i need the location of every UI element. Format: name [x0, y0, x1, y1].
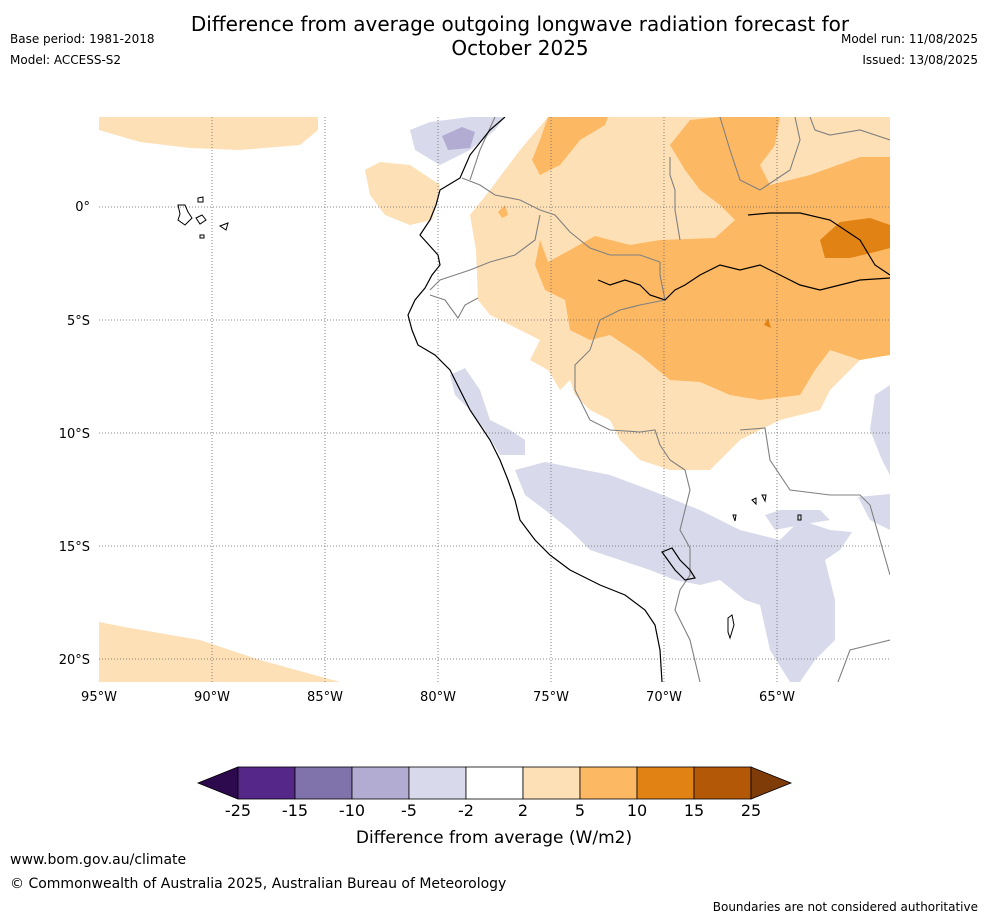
map-title: Difference from average outgoing longwav… — [0, 12, 988, 60]
anomaly-region-2-5-southwest — [99, 622, 340, 682]
axis-labels: 0° 5°S 10°S 15°S 20°S 95°W 90°W 85°W 80°… — [59, 200, 795, 705]
metadata-right: Model run: 11/08/2025 Issued: 13/08/2025 — [841, 32, 978, 74]
lon-label-75w: 75°W — [533, 690, 569, 705]
border-ecuador-peru — [429, 214, 541, 291]
colorbar-tick-neg5: -5 — [401, 801, 417, 820]
lat-label-20s: 20°S — [59, 653, 90, 668]
colorbar-segment-neg10-neg5 — [351, 766, 410, 800]
colorbar-tick-neg25: -25 — [225, 801, 251, 820]
metadata-left: Base period: 1981-2018 Model: ACCESS-S2 — [10, 32, 155, 74]
anomaly-region-neg2-neg5-coast — [450, 368, 525, 455]
anomaly-region-neg2-neg5-band — [515, 462, 852, 682]
colorbar-ticks: -25 -15 -10 -5 -2 2 5 10 15 25 Differenc… — [225, 801, 761, 848]
lat-label-15s: 15°S — [59, 540, 90, 555]
footer-copyright: © Commonwealth of Australia 2025, Austra… — [10, 876, 507, 892]
colorbar-extend-max — [750, 766, 793, 800]
lon-label-80w: 80°W — [420, 690, 456, 705]
title-line-1: Difference from average outgoing longwav… — [190, 12, 850, 36]
border-peru-north — [429, 294, 479, 320]
border-colombia-venezuela — [469, 117, 496, 181]
graticule — [99, 117, 890, 682]
border-brazil-peru-north — [669, 157, 681, 241]
anomaly-region-2-5-coastal — [365, 162, 440, 225]
lat-label-5s: 5°S — [67, 314, 90, 329]
lon-label-65w: 65°W — [759, 690, 795, 705]
boundaries — [177, 117, 890, 682]
issued-label: Issued: 13/08/2025 — [862, 53, 978, 67]
colorbar-tick-2: 2 — [518, 801, 528, 820]
colorbar-tick-10: 10 — [627, 801, 647, 820]
river-negro — [747, 212, 890, 276]
coastline-pacific — [407, 117, 663, 682]
colorbar-segment-neg25-neg15 — [237, 766, 296, 800]
border-colombia-brazil — [574, 262, 691, 549]
colorbar — [196, 766, 793, 800]
footer-note: Boundaries are not considered authoritat… — [712, 900, 978, 914]
island-small-2 — [199, 234, 205, 239]
border-bolivia-brazil — [739, 427, 890, 576]
anomaly-field — [99, 117, 890, 682]
colorbar-tick-neg10: -10 — [339, 801, 365, 820]
border-paraguay — [837, 639, 890, 682]
colorbar-segment-neg5-neg2 — [408, 766, 467, 800]
base-period-label: Base period: 1981-2018 — [10, 32, 155, 46]
island-santa-cruz — [195, 214, 207, 225]
island-san-cristobal — [218, 222, 229, 231]
anomaly-region-neg2-neg5-east — [870, 385, 890, 475]
lat-label-0: 0° — [75, 200, 90, 215]
small-lake-4 — [797, 514, 802, 521]
island-isabela — [177, 204, 193, 226]
salar — [727, 614, 735, 640]
anomaly-region-5-10-north — [670, 117, 890, 220]
anomaly-region-neg2-neg5-southeast — [858, 494, 890, 530]
island-small-1 — [197, 196, 204, 203]
colorbar-tick-neg2: -2 — [458, 801, 474, 820]
small-lake-3 — [761, 494, 767, 503]
colorbar-segment-10-15 — [636, 766, 695, 800]
anomaly-region-5-10-northwest — [532, 117, 608, 175]
anomaly-region-neg5-neg10 — [442, 127, 475, 150]
colorbar-tick-15: 15 — [684, 801, 704, 820]
anomaly-region-2-5-northwest — [99, 117, 318, 150]
colorbar-segment-neg2-2 — [465, 766, 524, 800]
anomaly-region-5-10-large — [535, 205, 890, 400]
border-venezuela-brazil — [719, 117, 801, 191]
colorbar-segment-15-25 — [693, 766, 752, 800]
border-guyana — [809, 117, 890, 141]
lon-label-70w: 70°W — [646, 690, 682, 705]
title-line-2: October 2025 — [451, 36, 589, 60]
border-colombia-ecuador — [461, 177, 661, 263]
small-lake-1 — [732, 514, 737, 522]
river-amazon — [597, 264, 890, 301]
lon-label-90w: 90°W — [194, 690, 230, 705]
anomaly-spot-10-15 — [764, 318, 771, 328]
lat-label-10s: 10°S — [59, 427, 90, 442]
lon-label-85w: 85°W — [307, 690, 343, 705]
footer-url[interactable]: www.bom.gov.au/climate — [10, 852, 187, 868]
small-lake-2 — [751, 497, 757, 506]
colorbar-segment-5-10 — [579, 766, 638, 800]
colorbar-label: Difference from average (W/m2) — [356, 828, 632, 848]
model-label: Model: ACCESS-S2 — [10, 53, 122, 67]
anomaly-region-10-15 — [820, 218, 890, 258]
anomaly-spot-5-10 — [498, 205, 508, 218]
colorbar-tick-25: 25 — [741, 801, 761, 820]
colorbar-segment-neg15-neg10 — [294, 766, 353, 800]
model-run-label: Model run: 11/08/2025 — [840, 32, 978, 46]
colorbar-segment-2-5 — [522, 766, 581, 800]
colorbar-tick-neg15: -15 — [282, 801, 308, 820]
galapagos-islands — [177, 196, 229, 239]
colorbar-tick-5: 5 — [575, 801, 585, 820]
colorbar-extend-min — [196, 766, 239, 800]
lake-titicaca — [661, 547, 696, 581]
lon-label-95w: 95°W — [81, 690, 117, 705]
